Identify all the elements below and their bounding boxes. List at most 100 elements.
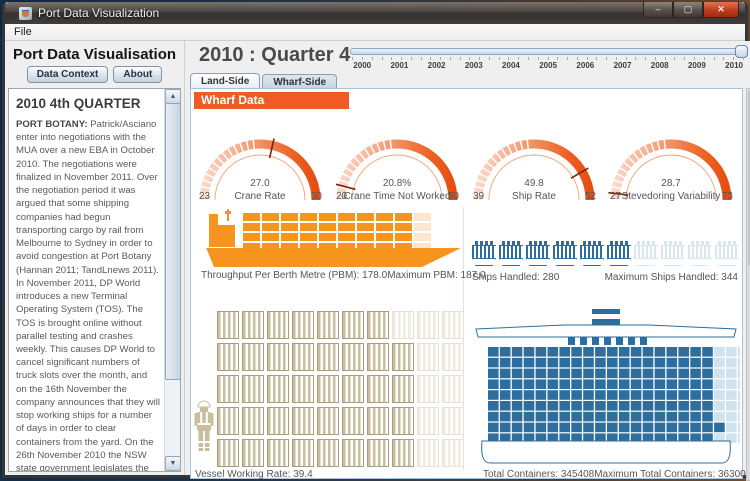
ship-container-cell <box>395 223 412 231</box>
ship-container-cell <box>357 223 374 231</box>
yard-container-cell <box>317 439 339 467</box>
data-context-button[interactable]: Data Context <box>26 66 109 83</box>
yard-container-cell <box>217 311 239 339</box>
yard-container-cell <box>417 407 439 435</box>
yard-container-cell <box>267 407 289 435</box>
ship-container-grid <box>243 213 431 251</box>
scrollbar-thumb[interactable] <box>165 103 180 381</box>
sidebar-scrollbar[interactable]: ▲ ▼ <box>164 89 180 471</box>
vessel-working-rate-label: Vessel Working Rate: 39.4 <box>195 469 313 480</box>
ship-container-cell <box>395 233 412 241</box>
ship-container-cell <box>262 213 279 221</box>
maximize-button[interactable]: ▢ <box>673 2 703 18</box>
yard-container-cell <box>417 439 439 467</box>
yard-container-cell <box>292 375 314 403</box>
ship-container-cell <box>319 233 336 241</box>
ship-container-cell <box>281 213 298 221</box>
scroll-up-icon[interactable]: ▲ <box>165 89 180 104</box>
ship-container-cell <box>243 233 260 241</box>
ship-container-cell <box>376 213 393 221</box>
yard-row <box>217 375 464 403</box>
ship-container-cell <box>414 213 431 221</box>
svg-text:20.8%: 20.8% <box>383 178 411 189</box>
ship-container-cell <box>300 233 317 241</box>
minimize-button[interactable]: – <box>643 2 673 18</box>
narrative-scrollpane: 2010 4th QUARTER PORT BOTANY: Patrick/As… <box>8 88 181 472</box>
ship-container-cell <box>300 223 317 231</box>
yard-container-cell <box>367 439 389 467</box>
year-tick-label: 2009 <box>687 61 706 70</box>
svg-text:Crane Rate: Crane Rate <box>234 191 286 202</box>
narrative-text: 2010 4th QUARTER PORT BOTANY: Patrick/As… <box>9 89 164 471</box>
yard-container-cell <box>217 439 239 467</box>
yard-container-cell <box>242 311 264 339</box>
scroll-down-icon[interactable]: ▼ <box>165 456 180 471</box>
ship-container-cell <box>243 243 260 251</box>
title-bar: Port Data Visualization – ▢ ✕ <box>5 2 745 24</box>
yard-container-cell <box>342 439 364 467</box>
window-title: Port Data Visualization <box>38 6 160 20</box>
yard-container-cell <box>367 311 389 339</box>
ship-icon <box>526 241 550 266</box>
slider-thumb[interactable] <box>735 45 749 58</box>
ship-container-cell <box>376 223 393 231</box>
ships-handled-graphic <box>472 241 740 266</box>
main-area: 2010 : Quarter 4 2000 2001 2002 2003 2004 200… <box>185 41 750 481</box>
ship-container-cell <box>338 233 355 241</box>
year-tick-label: 2008 <box>650 61 669 70</box>
close-button[interactable]: ✕ <box>703 2 739 18</box>
ship-bridge <box>209 214 218 247</box>
ship-container-cell <box>414 243 431 251</box>
yard-container-cell <box>242 343 264 371</box>
ship-icon <box>472 241 496 266</box>
ship-container-cell <box>319 213 336 221</box>
ship-container-cell <box>338 223 355 231</box>
menu-file[interactable]: File <box>14 26 32 38</box>
yard-container-cell <box>267 311 289 339</box>
yard-container-cell <box>392 375 414 403</box>
gauge-crane-rate: 27.0 Crane Rate 23 30 <box>198 138 322 202</box>
wharf-panel: Wharf Data 27.0 Crane Rate 23 30 20.8% Crane … <box>190 88 750 480</box>
tab-bar: Land-Side Wharf-Side <box>190 71 750 89</box>
ship-icon <box>661 241 685 266</box>
year-tick-label: 2002 <box>427 61 446 70</box>
menu-bar: File <box>5 24 745 41</box>
svg-text:28.7: 28.7 <box>661 178 681 189</box>
yard-container-cell <box>267 343 289 371</box>
yard-row <box>217 407 464 435</box>
ship-icon <box>499 241 523 266</box>
svg-text:27.0: 27.0 <box>250 178 270 189</box>
year-tick-label: 2005 <box>539 61 558 70</box>
slider-year-labels: 2000 2001 2002 2003 2004 2005 2006 2007 2008 2009… <box>350 61 746 70</box>
year-slider[interactable]: 2000 2001 2002 2003 2004 2005 2006 2007 2008 2009… <box>350 45 749 71</box>
paragraph-port-botany: PORT BOTANY: Patrick/Asciano enter into … <box>16 119 160 471</box>
svg-text:27: 27 <box>610 191 622 202</box>
ship-container-cell <box>414 233 431 241</box>
ship-container-cell <box>376 233 393 241</box>
ship-bridge-lower <box>218 225 235 247</box>
about-button[interactable]: About <box>113 66 163 83</box>
tab-land-side[interactable]: Land-Side <box>190 73 261 88</box>
tab-wharf-side[interactable]: Wharf-Side <box>262 74 338 89</box>
yard-container-cell <box>342 311 364 339</box>
year-tick-label: 2003 <box>464 61 483 70</box>
yard-container-cell <box>267 375 289 403</box>
sidebar: Port Data Visualisation Data Context Abo… <box>5 41 185 475</box>
yard-container-cell <box>217 407 239 435</box>
slider-track[interactable] <box>350 48 747 55</box>
ship-icon <box>553 241 577 266</box>
svg-text:49.8: 49.8 <box>524 178 544 189</box>
yard-container-cell <box>442 311 464 339</box>
app-title: Port Data Visualisation <box>12 46 177 63</box>
main-scrollbar-thumb[interactable] <box>748 90 750 266</box>
terminal-building-graphic <box>475 309 740 464</box>
yard-container-cell <box>342 343 364 371</box>
yard-container-cell <box>417 311 439 339</box>
pbm-value-label: Throughput Per Berth Metre (PBM): 178.0 <box>201 270 388 281</box>
main-scrollbar[interactable] <box>746 88 750 481</box>
ship-container-cell <box>319 223 336 231</box>
year-tick-label: 2004 <box>502 61 520 70</box>
